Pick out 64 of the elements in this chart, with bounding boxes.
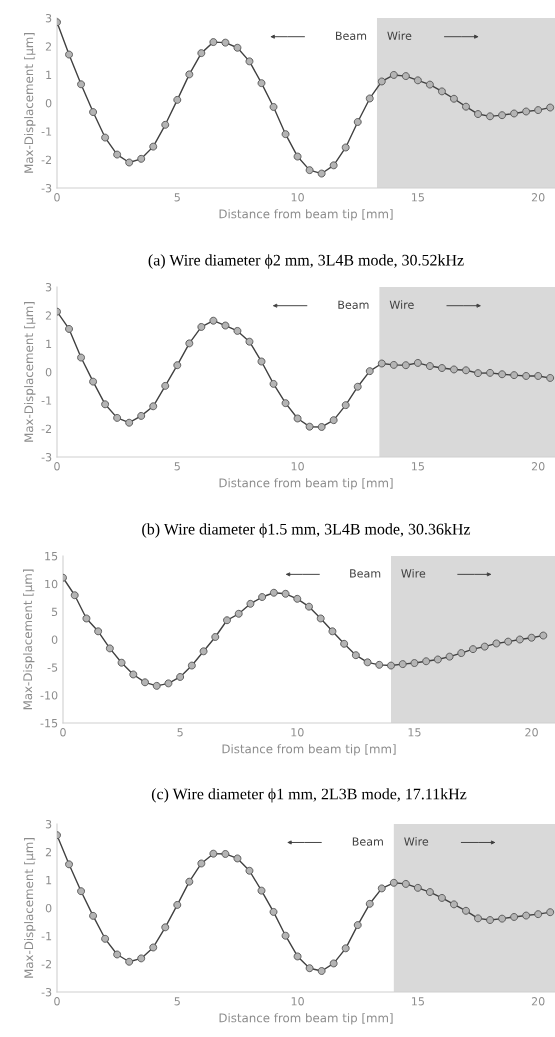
y-tick-label: 5	[51, 607, 58, 617]
annotation: Beam	[350, 569, 381, 578]
x-tick-label: 10	[291, 462, 304, 471]
x-tick-label: 15	[412, 997, 424, 1006]
y-tick-label: 3	[45, 13, 52, 23]
x-axis-title: Distance from beam tip [mm]	[219, 478, 393, 490]
y-tick-label: 15	[45, 552, 58, 561]
annotation: Beam	[338, 300, 369, 309]
y-tick-label: -2	[41, 155, 52, 164]
y-tick-label: -15	[40, 719, 58, 728]
x-tick-label: 10	[291, 997, 304, 1006]
x-tick-label: 15	[412, 462, 424, 471]
y-tick-label: -5	[47, 663, 58, 672]
y-axis-title: Max-Displacement [μm]	[23, 569, 35, 710]
y-axis-title: Max-Displacement [μm]	[24, 302, 36, 442]
x-tick-label: 5	[174, 462, 180, 471]
y-axis-title: Max-Displacement [μm]	[24, 33, 36, 173]
y-tick-label: -1	[41, 932, 52, 941]
y-tick-label: -3	[41, 452, 52, 462]
x-tick-label: 5	[174, 193, 180, 202]
y-tick-label: -2	[41, 959, 52, 969]
y-tick-label: -3	[41, 987, 52, 997]
x-tick-label: 20	[531, 462, 545, 471]
annotation: Beam	[336, 31, 367, 40]
annotation: Beam	[352, 837, 383, 846]
annotation: Wire	[387, 31, 412, 40]
y-tick-label: 1	[46, 339, 52, 348]
x-axis-title: Distance from beam tip [mm]	[219, 1013, 393, 1025]
x-tick-label: 5	[177, 728, 183, 737]
y-tick-label: 2	[45, 42, 52, 51]
y-tick-label: 1	[46, 876, 52, 885]
y-tick-label: 0	[51, 635, 58, 644]
y-tick-label: 1	[46, 70, 52, 79]
y-tick-label: -1	[41, 127, 52, 136]
y-tick-label: 3	[45, 819, 52, 829]
x-tick-label: 20	[531, 997, 545, 1006]
x-tick-label: 5	[174, 997, 180, 1006]
y-tick-label: 0	[45, 98, 52, 108]
x-tick-label: 15	[412, 193, 424, 202]
y-tick-label: -1	[41, 396, 52, 405]
x-axis-title: Distance from beam tip [mm]	[222, 744, 396, 756]
annotation: Wire	[404, 837, 429, 846]
x-axis-title: Distance from beam tip [mm]	[219, 209, 393, 221]
x-tick-label: 10	[291, 728, 304, 737]
y-axis-title: Max-Displacement [μm]	[24, 838, 36, 978]
x-tick-label: 20	[525, 728, 538, 737]
x-tick-label: 0	[60, 728, 66, 737]
y-tick-label: -3	[41, 183, 52, 193]
y-tick-label: 0	[45, 903, 52, 913]
y-tick-label: -2	[41, 424, 52, 433]
y-tick-label: 0	[45, 367, 52, 377]
y-tick-label: 3	[45, 282, 52, 292]
x-tick-label: 10	[291, 193, 304, 202]
annotation: Wire	[401, 568, 426, 578]
y-tick-label: 2	[45, 311, 52, 320]
y-tick-label: -10	[40, 691, 58, 700]
text: (a) Wire diameter ϕ2 mm, 3L4B mode, 30.52kHz	[148, 254, 464, 269]
y-tick-label: 10	[45, 579, 58, 589]
y-tick-label: 2	[45, 847, 52, 857]
x-tick-label: 15	[408, 728, 421, 737]
annotation: Wire	[389, 300, 414, 309]
text: (b) Wire diameter ϕ1.5 mm, 3L4B mode, 30.36kHz	[142, 523, 471, 538]
text: (c) Wire diameter ϕ1 mm, 2L3B mode, 17.11kHz	[151, 788, 467, 803]
x-tick-label: 20	[531, 193, 545, 202]
